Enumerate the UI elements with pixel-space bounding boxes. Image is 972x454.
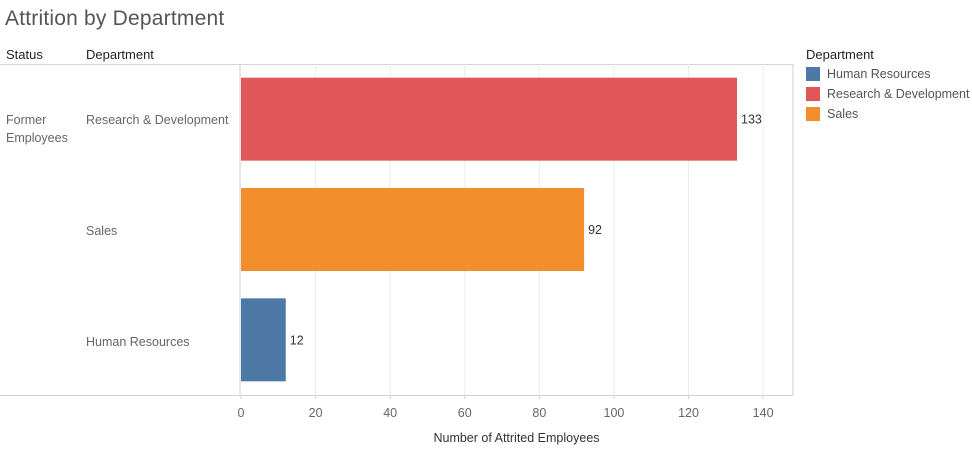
x-tick-label: 0 bbox=[238, 406, 245, 420]
x-tick-label: 80 bbox=[532, 406, 546, 420]
data-label: 12 bbox=[290, 333, 304, 347]
data-label: 92 bbox=[588, 223, 602, 237]
legend-label: Sales bbox=[827, 107, 859, 121]
bar-sales bbox=[241, 188, 585, 271]
x-axis-title: Number of Attrited Employees bbox=[433, 431, 600, 445]
chart-title: Attrition by Department bbox=[5, 7, 225, 30]
bottom-divider bbox=[0, 395, 793, 396]
category-label-sales: Sales bbox=[86, 224, 118, 238]
bar-human-resources bbox=[241, 298, 286, 382]
status-header: Status bbox=[6, 47, 43, 62]
status-value: Former Employees bbox=[6, 113, 68, 145]
x-tick-label: 100 bbox=[604, 406, 625, 420]
legend: Department Human Resources Research & De… bbox=[806, 47, 969, 124]
legend-label: Research & Development bbox=[827, 87, 970, 101]
legend-item-research-development[interactable]: Research & Development bbox=[806, 84, 969, 104]
data-label: 133 bbox=[741, 113, 762, 127]
category-label-research-development: Research & Development bbox=[86, 113, 229, 127]
legend-swatch bbox=[806, 87, 820, 101]
department-header: Department bbox=[86, 47, 154, 62]
legend-swatch bbox=[806, 67, 820, 81]
x-tick-label: 40 bbox=[383, 406, 397, 420]
bar-research-development bbox=[241, 77, 737, 161]
legend-swatch bbox=[806, 107, 820, 121]
x-tick-label: 20 bbox=[309, 406, 323, 420]
x-tick-label: 120 bbox=[678, 406, 699, 420]
legend-item-sales[interactable]: Sales bbox=[806, 104, 969, 124]
legend-title: Department bbox=[806, 47, 874, 62]
legend-label: Human Resources bbox=[827, 67, 931, 81]
x-tick-label: 60 bbox=[458, 406, 472, 420]
legend-item-human-resources[interactable]: Human Resources bbox=[806, 64, 969, 84]
header-divider bbox=[0, 64, 793, 65]
category-label-human-resources: Human Resources bbox=[86, 335, 190, 349]
x-tick-label: 140 bbox=[753, 406, 774, 420]
